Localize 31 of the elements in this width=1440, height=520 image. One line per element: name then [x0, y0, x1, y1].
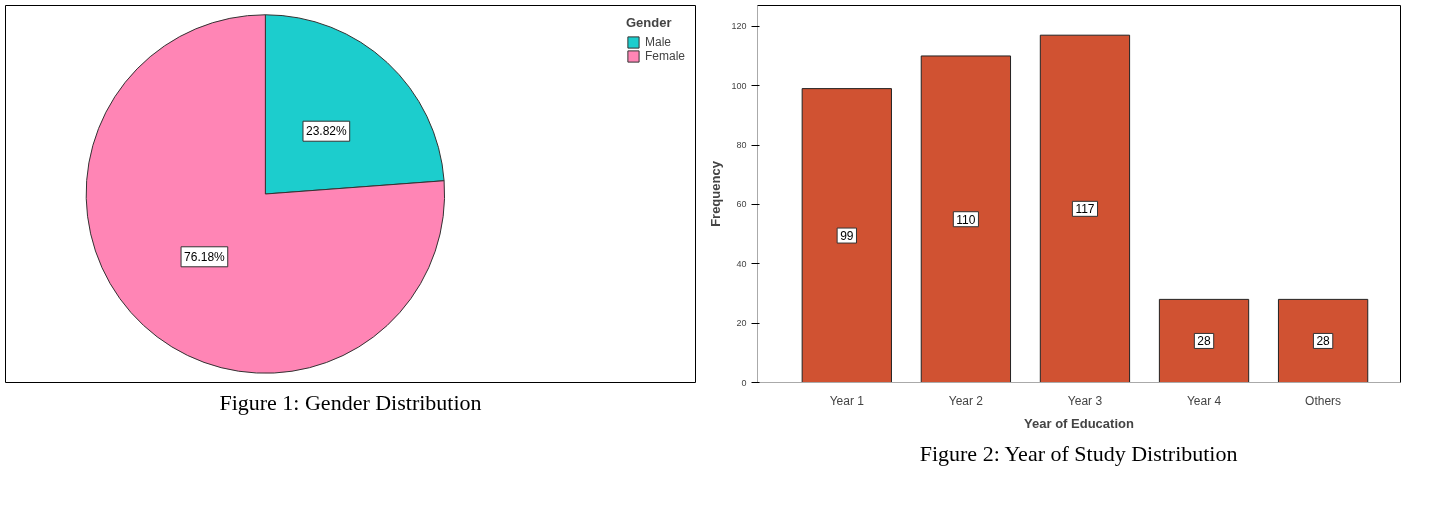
x-tick-label: Others: [1305, 393, 1342, 408]
y-tick-label: 100: [731, 80, 747, 91]
x-tick-label: Year 2: [948, 393, 984, 408]
x-tick-label: Year 1: [829, 393, 865, 408]
x-tick-label: Year 4: [1186, 393, 1222, 408]
y-axis-title: Frequency: [708, 160, 724, 227]
data-label: 117: [1075, 202, 1095, 217]
data-label: 76.18%: [184, 249, 226, 264]
legend-title: Gender: [625, 15, 673, 30]
caption: Figure 1: Gender Distribution: [219, 389, 482, 415]
legend-label: Male: [644, 35, 671, 49]
x-tick-label: Year 3: [1067, 393, 1103, 408]
bar: [920, 55, 1012, 383]
caption: Figure 2: Year of Study Distribution: [919, 440, 1238, 466]
y-tick-label: 60: [736, 199, 747, 210]
y-tick-label: 80: [736, 140, 747, 151]
x-axis-title: Year of Education: [1024, 415, 1134, 431]
data-label: 23.82%: [305, 124, 348, 139]
data-label: 110: [956, 212, 976, 227]
bar: [801, 88, 892, 383]
data-label: 28: [1316, 334, 1331, 349]
y-tick-label: 40: [736, 258, 747, 269]
y-tick-label: 20: [736, 318, 747, 329]
bar: [1277, 298, 1369, 383]
bar: [1039, 34, 1131, 383]
legend-label: Female: [644, 49, 685, 63]
y-tick-label: 0: [741, 377, 747, 388]
bar: [1158, 298, 1250, 383]
data-label: 99: [840, 229, 854, 244]
data-label: 28: [1197, 334, 1212, 349]
y-tick-label: 120: [731, 21, 747, 32]
